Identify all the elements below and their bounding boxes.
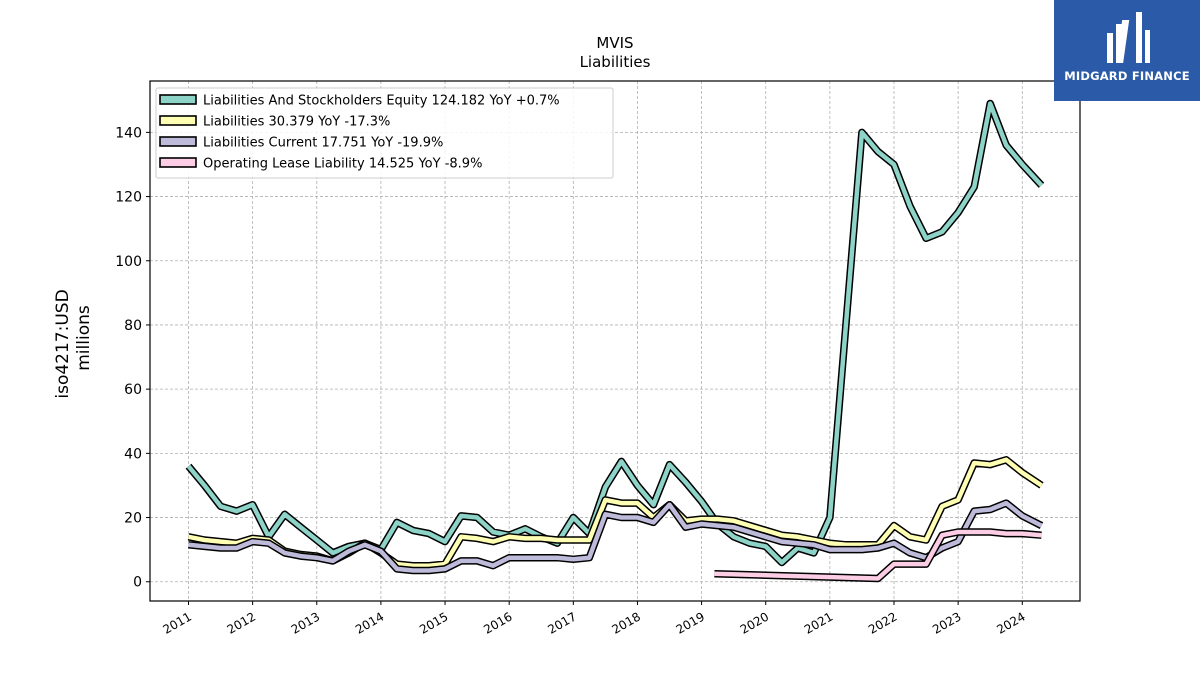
y-tick-label: 140 [115, 125, 142, 141]
y-tick-label: 100 [115, 254, 142, 270]
plot-frame [149, 80, 1081, 602]
legend-swatch [159, 157, 197, 168]
legend-frame [155, 87, 614, 179]
legend-entry: Operating Lease Liability 14.525 YoY -8.… [203, 157, 482, 172]
legend-swatch [159, 136, 197, 147]
x-tick-label: 2022 [866, 609, 899, 636]
legend-swatch [159, 94, 197, 105]
x-tick-label: 2012 [225, 609, 258, 636]
x-tick-label: 2015 [417, 609, 450, 636]
y-tick-label: 80 [124, 318, 142, 334]
y-axis-label-line2: millions [74, 305, 94, 371]
y-tick-label: 40 [124, 446, 142, 462]
legend-entry: Liabilities Current 17.751 YoY -19.9% [203, 136, 443, 151]
chart-title: MVIS [596, 34, 633, 52]
y-tick-label: 0 [133, 575, 142, 591]
x-tick-label: 2021 [802, 609, 835, 636]
midgard-finance-logo: MIDGARD FINANCE [1054, 0, 1200, 101]
x-tick-label: 2023 [930, 609, 963, 636]
legend-entry: Liabilities 30.379 YoY -17.3% [203, 115, 390, 130]
series-line [714, 529, 1042, 581]
legend: Liabilities And Stockholders Equity 124.… [155, 87, 614, 179]
series-line [188, 500, 1043, 573]
midgard-logo-icon [1107, 12, 1150, 63]
y-tick-label: 60 [124, 382, 142, 398]
x-tick-label: 2020 [738, 609, 771, 636]
y-tick-label: 120 [115, 190, 142, 206]
x-tick-label: 2011 [161, 609, 194, 636]
x-tick-label: 2024 [994, 609, 1027, 636]
x-tick-label: 2016 [481, 609, 514, 636]
series-lines [185, 99, 1045, 583]
logo-brand-name: MIDGARD FINANCE [1064, 69, 1190, 83]
x-tick-label: 2013 [289, 609, 322, 636]
x-tick-label: 2018 [609, 609, 642, 636]
chart-subtitle: Liabilities [580, 53, 651, 71]
y-tick-label: 20 [124, 511, 142, 527]
legend-entry: Liabilities And Stockholders Equity 124.… [203, 94, 560, 109]
x-tick-label: 2017 [545, 609, 578, 636]
x-tick-label: 2019 [674, 609, 707, 636]
series-line [186, 101, 1044, 565]
y-axis-label-line1: iso4217:USD [53, 289, 73, 398]
x-tick-label: 2014 [353, 609, 386, 636]
legend-swatch [159, 115, 197, 126]
